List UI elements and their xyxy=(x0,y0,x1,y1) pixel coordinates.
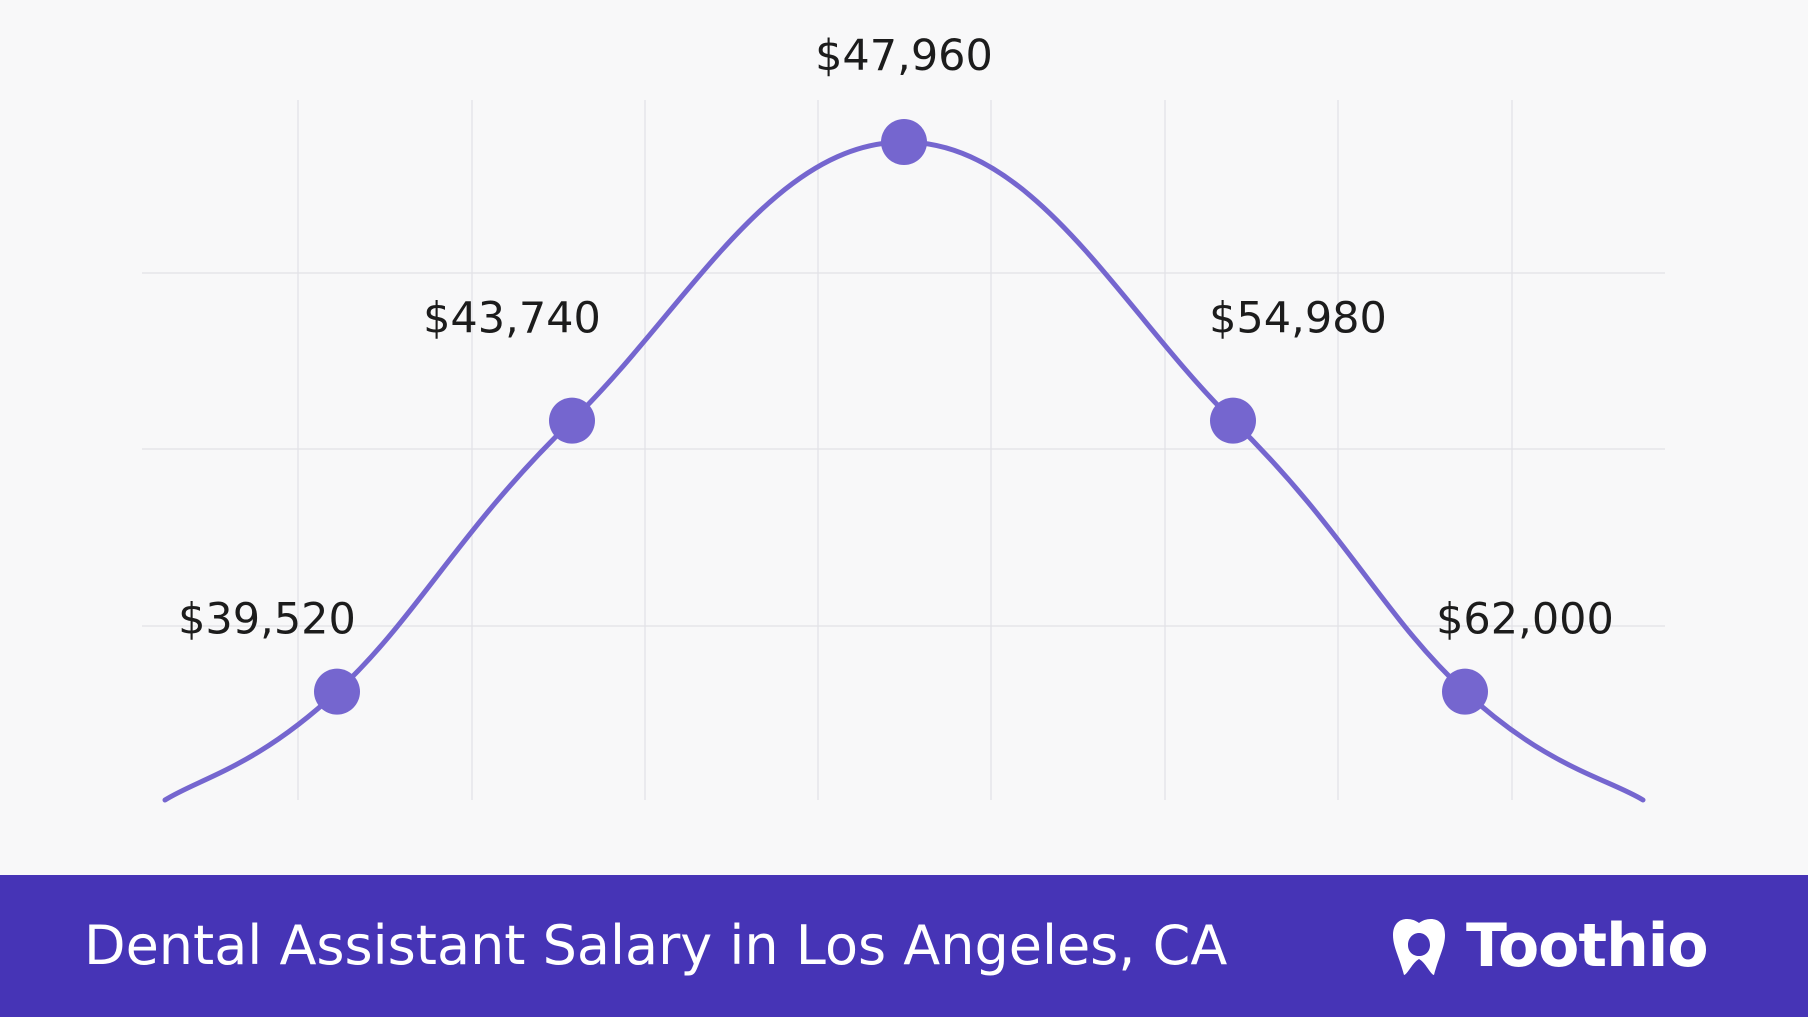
distribution-curve xyxy=(162,139,1646,803)
salary-distribution-chart: $39,520 $43,740 $47,960 $54,980 $62,000 xyxy=(142,31,1665,803)
brand-logo: Toothio xyxy=(1390,875,1709,1017)
data-label-5: $62,000 xyxy=(1436,595,1614,645)
data-label-2: $43,740 xyxy=(423,294,601,344)
data-label-1: $39,520 xyxy=(178,595,356,645)
footer-banner: Dental Assistant Salary in Los Angeles, … xyxy=(0,875,1808,1017)
chart-grid xyxy=(142,100,1665,800)
data-point-5 xyxy=(1442,668,1488,715)
data-label-4: $54,980 xyxy=(1209,294,1387,344)
chart-title: Dental Assistant Salary in Los Angeles, … xyxy=(84,914,1228,977)
brand-name: Toothio xyxy=(1466,911,1709,981)
tooth-icon xyxy=(1393,918,1445,975)
data-label-3: $47,960 xyxy=(815,31,993,81)
data-point-4 xyxy=(1210,397,1256,444)
data-labels: $39,520 $43,740 $47,960 $54,980 $62,000 xyxy=(178,31,1614,645)
data-points xyxy=(314,119,1488,715)
data-point-1 xyxy=(314,668,360,715)
data-point-2 xyxy=(549,397,595,444)
data-point-3 xyxy=(881,119,927,165)
